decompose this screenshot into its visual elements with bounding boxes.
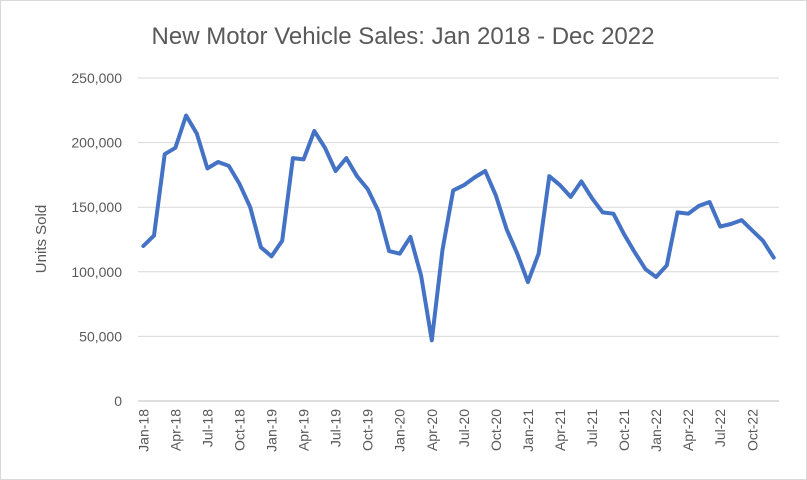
y-tick-label: 250,000 [71, 70, 122, 86]
x-tick-label: Jul-22 [712, 409, 728, 447]
x-tick-label: Apr-19 [296, 409, 312, 451]
gridlines [138, 77, 779, 402]
series-line [141, 113, 776, 343]
x-tick-label: Jan-22 [648, 409, 664, 452]
x-tick-label: Oct-19 [360, 409, 376, 451]
x-tick-label: Jul-18 [199, 409, 215, 447]
x-tick-label: Oct-20 [488, 409, 504, 451]
y-axis-label: Units Sold [33, 205, 50, 273]
x-tick-label: Oct-18 [231, 409, 247, 451]
x-tick-label: Apr-22 [680, 409, 696, 451]
x-tick-label: Apr-20 [424, 409, 440, 451]
x-tick-label: Jul-20 [456, 409, 472, 447]
x-tick-label: Apr-21 [552, 409, 568, 451]
y-axis-tick-labels: 0 50,000 100,000 150,000 200,000 250,000 [71, 70, 122, 409]
y-tick-label: 150,000 [71, 199, 122, 215]
x-tick-label: Oct-21 [616, 409, 632, 451]
x-tick-label: Jan-19 [264, 409, 280, 452]
y-tick-label: 0 [114, 393, 122, 409]
x-tick-label: Jan-18 [135, 409, 151, 452]
y-tick-label: 50,000 [79, 328, 122, 344]
series-layer [141, 113, 776, 343]
y-tick-label: 200,000 [71, 135, 122, 151]
chart-title: New Motor Vehicle Sales: Jan 2018 - Dec … [152, 23, 655, 50]
x-tick-label: Jul-19 [328, 409, 344, 447]
x-axis-tick-labels: Jan-18 Apr-18 Jul-18 Oct-18 Jan-19 Apr-19 Jul-… [135, 409, 760, 452]
x-tick-label: Oct-22 [744, 409, 760, 451]
x-tick-label: Jan-21 [520, 409, 536, 452]
x-tick-label: Jan-20 [392, 409, 408, 452]
x-tick-label: Apr-18 [167, 409, 183, 451]
y-tick-label: 100,000 [71, 264, 122, 280]
x-tick-label: Jul-21 [584, 409, 600, 447]
